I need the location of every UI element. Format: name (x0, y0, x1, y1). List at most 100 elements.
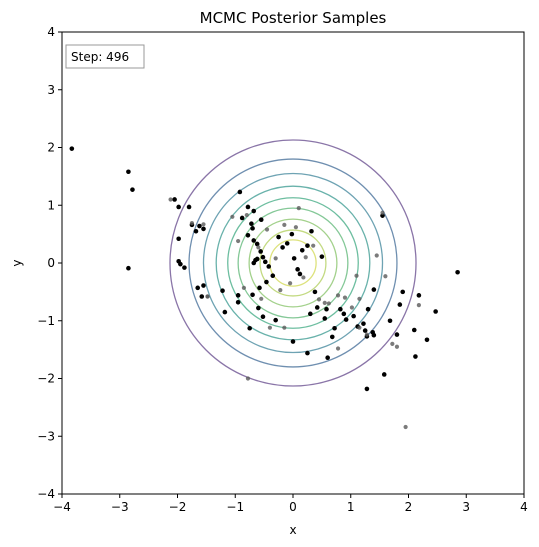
older-sample-point (264, 227, 270, 232)
sample-point (245, 204, 251, 210)
older-sample-point (335, 293, 341, 298)
sample-point (260, 314, 266, 320)
sample-point (351, 313, 356, 319)
samples-group (69, 146, 460, 430)
older-sample-point (296, 206, 301, 211)
sample-point (314, 305, 320, 310)
sample-point (199, 294, 205, 299)
sample-point (276, 234, 281, 240)
older-sample-point (349, 305, 355, 310)
sample-point (362, 328, 368, 333)
x-tick-label: −3 (111, 500, 129, 514)
y-tick-label: 3 (47, 83, 55, 97)
older-sample-point (256, 245, 261, 250)
older-sample-point (357, 296, 362, 301)
y-tick-label: 2 (47, 141, 55, 155)
contour-ring (259, 229, 327, 297)
y-tick-label: 1 (47, 198, 55, 212)
sample-point (251, 208, 257, 214)
older-sample-point (245, 376, 251, 381)
older-sample-point (288, 281, 293, 286)
older-sample-point (316, 297, 322, 302)
y-axis-label: y (10, 259, 24, 266)
older-sample-point (364, 332, 370, 337)
contour-group (169, 139, 417, 387)
older-sample-point (403, 424, 408, 430)
sample-point (262, 259, 268, 265)
sample-point (247, 325, 252, 331)
sample-point (182, 265, 187, 270)
sample-point (251, 238, 257, 243)
axes-background (62, 32, 524, 494)
sample-point (309, 228, 314, 234)
sample-point (239, 215, 245, 221)
sample-point (312, 289, 318, 295)
sample-point (284, 241, 290, 246)
sample-point (69, 146, 75, 151)
sample-point (299, 247, 305, 253)
sample-point (264, 279, 269, 285)
older-sample-point (303, 255, 308, 260)
older-sample-point (230, 214, 235, 219)
y-tick-label: −4 (37, 487, 55, 501)
y-tick-label: −2 (37, 372, 55, 386)
chart-title: MCMC Posterior Samples (200, 9, 387, 27)
sample-point (280, 245, 285, 250)
older-sample-point (357, 325, 362, 330)
x-tick-label: 2 (405, 500, 413, 514)
sample-point (424, 337, 430, 343)
older-sample-point (311, 243, 316, 248)
sample-point (197, 223, 202, 229)
sample-point (433, 309, 438, 314)
older-sample-point (267, 325, 272, 330)
sample-point (364, 386, 370, 392)
x-tick-label: 0 (289, 500, 297, 514)
older-sample-point (278, 288, 283, 293)
sample-point (397, 302, 403, 307)
sample-point (297, 271, 303, 277)
older-sample-point (201, 222, 206, 227)
sample-point (322, 316, 328, 321)
sample-point (400, 289, 406, 295)
sample-point (270, 273, 276, 279)
contour-ring (169, 139, 417, 387)
sample-point (329, 334, 335, 340)
older-sample-point (273, 256, 278, 261)
sample-point (290, 339, 296, 344)
sample-point (250, 292, 255, 298)
sample-point (325, 355, 330, 361)
older-sample-point (236, 238, 241, 244)
sample-point (249, 221, 254, 227)
older-sample-point (241, 285, 247, 290)
sample-point (245, 232, 251, 238)
step-annotation-text: Step: 496 (71, 50, 129, 64)
x-axis-label: x (289, 523, 296, 537)
sample-point (266, 264, 272, 269)
step-annotation-box (65, 44, 145, 69)
sample-point (256, 305, 261, 311)
contour-ring (227, 197, 359, 329)
sample-point (186, 204, 192, 210)
older-sample-point (374, 253, 379, 258)
older-sample-point (293, 225, 298, 230)
plot-area (61, 31, 525, 495)
sample-point (178, 261, 183, 267)
sample-point (361, 321, 366, 326)
sample-point (257, 285, 262, 291)
y-axis: −4 −3 −2 −1 0 1 2 3 4 (37, 25, 62, 501)
sample-point (394, 332, 400, 337)
sample-point (172, 197, 177, 202)
step-annotation: Step: 496 (65, 44, 145, 69)
sample-point (258, 217, 264, 222)
older-sample-point (282, 222, 287, 227)
older-sample-point (416, 303, 421, 308)
contour-ring (237, 207, 349, 319)
older-sample-point (322, 300, 327, 305)
y-tick-label: −3 (37, 429, 55, 443)
older-sample-point (168, 197, 173, 202)
contour-ring (269, 239, 317, 287)
x-tick-label: −1 (226, 500, 244, 514)
older-sample-point (205, 294, 210, 299)
sample-point (291, 256, 297, 261)
